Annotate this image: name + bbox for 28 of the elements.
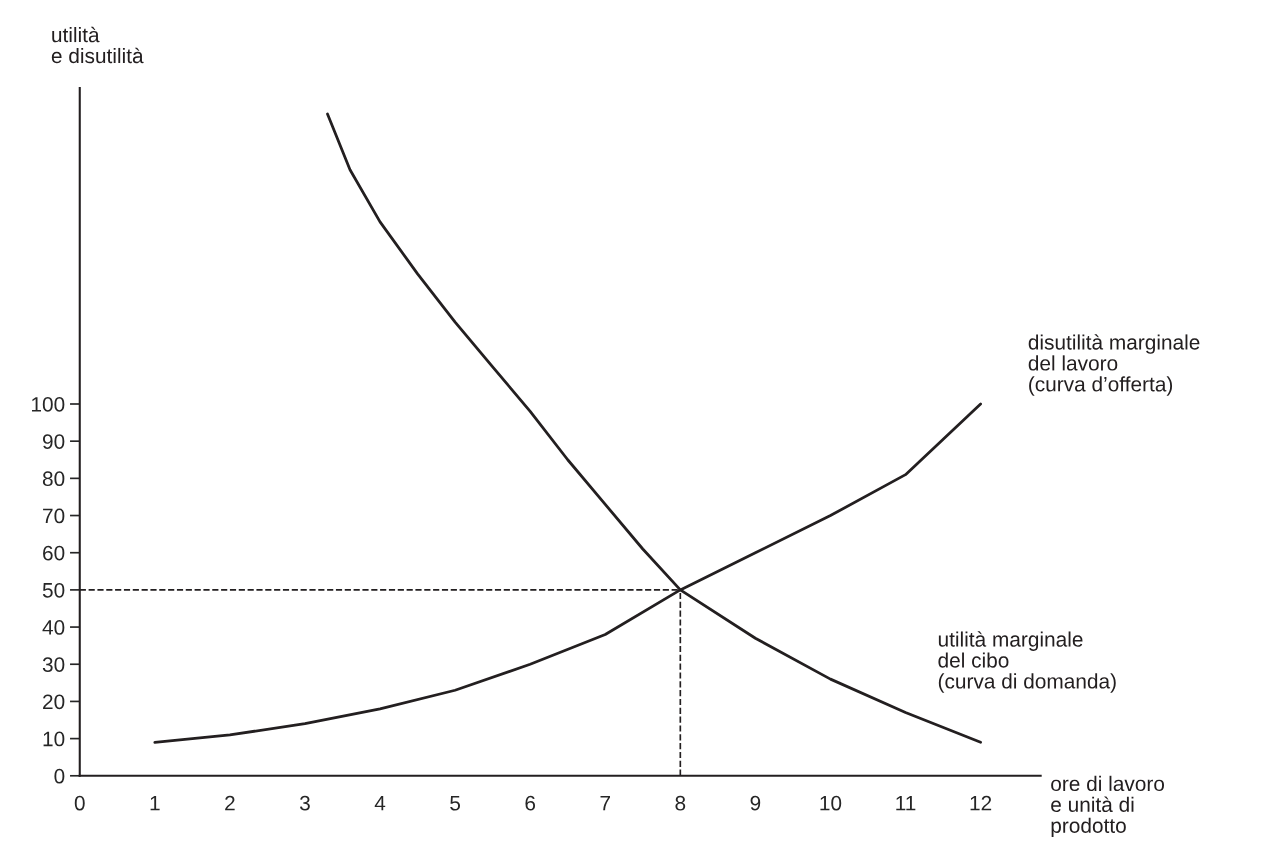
x-axis-title: ore di lavoro e unità di prodotto bbox=[1051, 775, 1165, 838]
y-tick-label: 40 bbox=[42, 620, 65, 635]
y-axis-title: utilità e disutilità bbox=[51, 26, 144, 64]
y-tick-label: 100 bbox=[32, 397, 65, 412]
x-tick-label: 9 bbox=[750, 795, 761, 811]
y-tick-label: 20 bbox=[43, 694, 65, 710]
text: disutilità marginale del lavoro (curva d’offerta) bbox=[1028, 334, 1200, 396]
x-tick-label: 10 bbox=[820, 795, 842, 811]
x-tick-label: 6 bbox=[525, 795, 536, 811]
y-tick-label: 80 bbox=[42, 471, 65, 487]
y-tick-label: 10 bbox=[43, 731, 65, 747]
x-tick-label: 4 bbox=[374, 795, 386, 811]
x-tick-label: 8 bbox=[675, 795, 686, 811]
x-tick-label: 12 bbox=[970, 795, 992, 811]
y-tick-label: 30 bbox=[42, 657, 65, 672]
y-tick-label: 70 bbox=[43, 508, 65, 524]
series-label: utilità marginale del cibo (curva di domanda) bbox=[938, 631, 1116, 693]
y-tick-label: 0 bbox=[54, 768, 65, 784]
x-tick-label: 7 bbox=[600, 795, 610, 811]
x-tick-label: 3 bbox=[299, 795, 310, 811]
y-tick-label: 60 bbox=[43, 545, 65, 561]
x-tick-label: 11 bbox=[896, 795, 916, 811]
x-tick-label: 2 bbox=[225, 795, 235, 811]
x-tick-label: 0 bbox=[74, 795, 85, 811]
y-tick-label: 50 bbox=[42, 582, 65, 598]
x-tick-label: 1 bbox=[150, 795, 160, 811]
x-tick-label: 5 bbox=[450, 795, 461, 811]
y-tick-label: 90 bbox=[42, 434, 65, 449]
